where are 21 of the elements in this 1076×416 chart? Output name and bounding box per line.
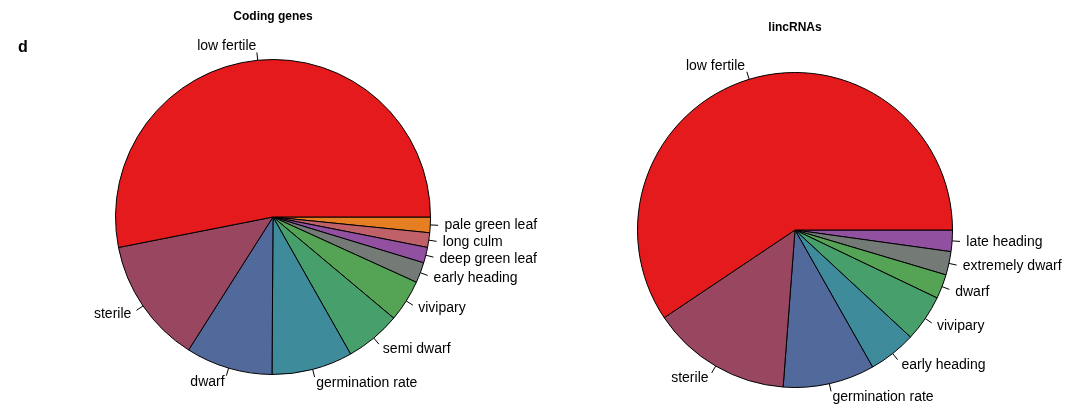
slice-label: vivipary bbox=[418, 299, 466, 316]
slice-label: low fertile bbox=[197, 37, 257, 53]
slice-label: early heading bbox=[901, 355, 986, 372]
slice-label: pale green leaf bbox=[444, 216, 538, 233]
slice-label: germination rate bbox=[832, 388, 934, 405]
text: d bbox=[18, 38, 28, 56]
slice-label: dwarf bbox=[190, 372, 225, 389]
slice-label: early heading bbox=[433, 268, 518, 285]
slice-label: long culm bbox=[442, 233, 503, 250]
chart-title: Coding genes bbox=[233, 9, 313, 24]
slice-label: germination rate bbox=[316, 374, 418, 391]
slice-label: low fertile bbox=[685, 56, 746, 73]
slice-label: vivipary bbox=[936, 317, 985, 334]
slice-label: late heading bbox=[966, 232, 1043, 249]
slice-label: sterile bbox=[671, 369, 709, 386]
chart-title: lincRNAs bbox=[768, 20, 822, 35]
slice-label: sterile bbox=[93, 304, 132, 321]
slice-label: extremely dwarf bbox=[962, 257, 1062, 274]
slice-label: dwarf bbox=[955, 282, 990, 299]
slice-label: semi dwarf bbox=[382, 339, 451, 356]
slice-label: deep green leaf bbox=[439, 249, 537, 266]
